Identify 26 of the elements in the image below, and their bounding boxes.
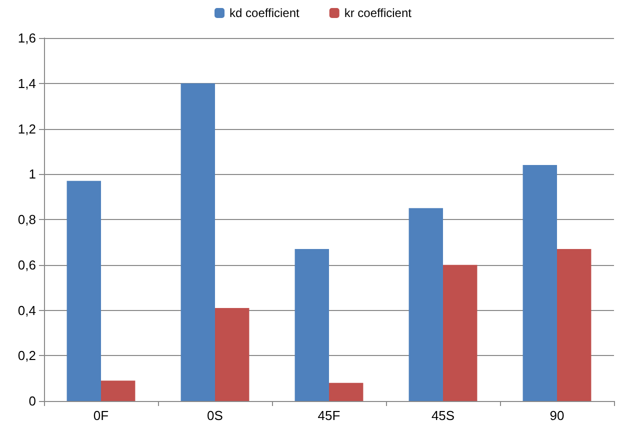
bar: [557, 248, 592, 401]
y-tick-label: 1,2: [18, 121, 36, 136]
y-tick-label: 0: [28, 394, 36, 408]
bar: [329, 382, 364, 401]
bar: [522, 165, 557, 401]
x-tick-label: 45S: [431, 408, 455, 423]
x-tick-label: 45F: [318, 408, 340, 423]
legend-label: kr coefficient: [344, 6, 412, 20]
bar: [66, 180, 101, 401]
bar: [215, 308, 250, 401]
x-tick-label: 0S: [207, 408, 224, 423]
y-tick-label: 0,6: [18, 257, 36, 272]
y-tick-label: 1: [28, 166, 36, 182]
y-tick-label: 1,4: [18, 76, 36, 91]
bar: [294, 248, 329, 401]
x-tick-label: 90: [550, 408, 564, 423]
x-tick-label: 0F: [93, 408, 109, 423]
bar: [408, 208, 443, 401]
bar: [101, 380, 136, 401]
y-tick-label: 1,6: [18, 30, 36, 46]
y-tick-label: 0,4: [18, 302, 36, 318]
bar: [443, 264, 478, 401]
legend-label: kd coefficient: [230, 6, 300, 20]
y-tick-label: 0,8: [18, 212, 36, 227]
y-tick-label: 0,2: [18, 348, 36, 364]
bar: [180, 83, 215, 401]
